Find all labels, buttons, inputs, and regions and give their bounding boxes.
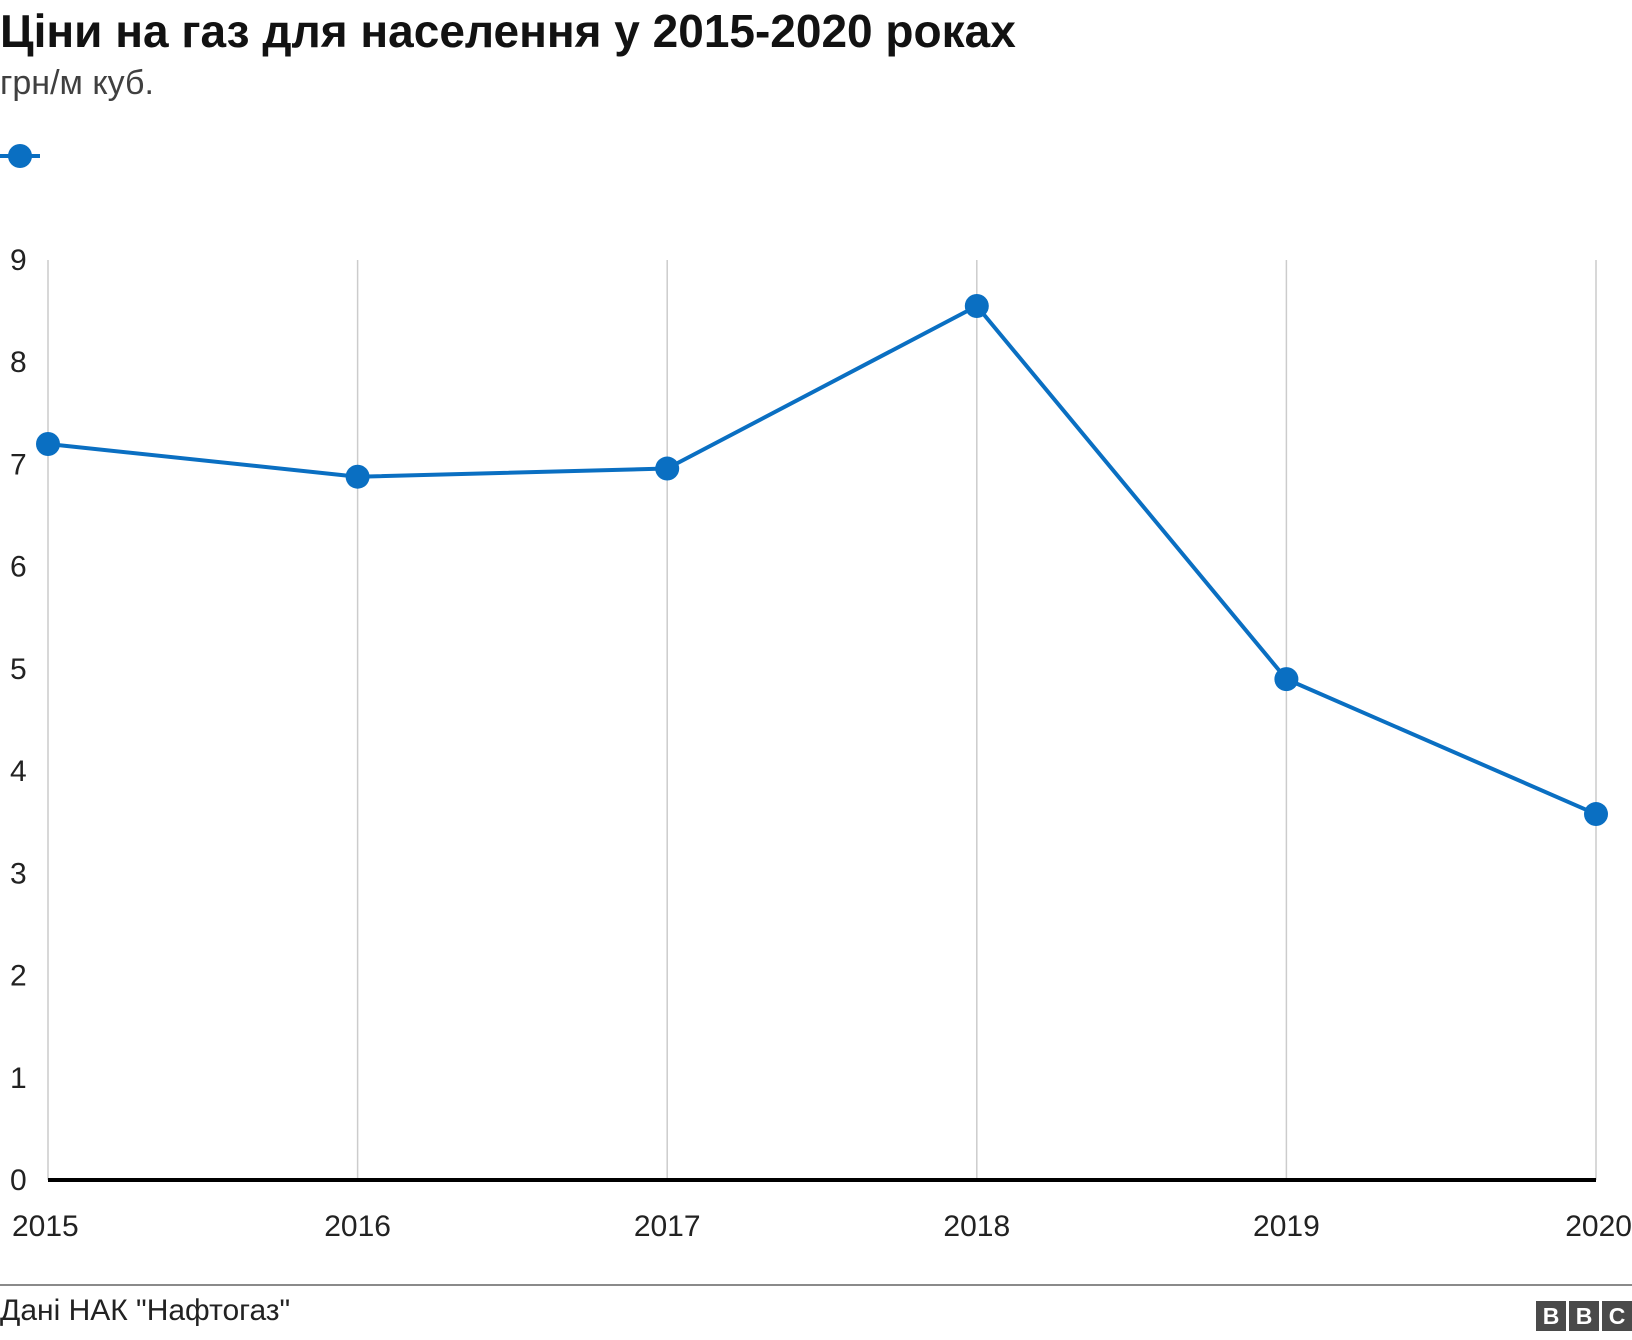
x-tick-label: 2018: [943, 1210, 1010, 1243]
y-tick-label: 3: [10, 857, 27, 890]
footer-divider: [0, 1284, 1632, 1286]
y-tick-label: 9: [10, 244, 27, 277]
source-note: Дані НАК "Нафтогаз": [0, 1294, 291, 1327]
logo-letter: B: [1536, 1301, 1566, 1331]
legend-marker: [8, 144, 32, 168]
data-point: [345, 464, 370, 489]
x-axis: 2015 2016 2017 2018 2019 2020: [12, 1178, 1632, 1243]
logo-letter: C: [1602, 1301, 1632, 1331]
gridlines: [47, 260, 1597, 1180]
x-tick-label: 2017: [634, 1210, 701, 1243]
data-point: [36, 432, 60, 456]
y-tick-label: 5: [10, 653, 27, 686]
bbc-logo: B B C: [1536, 1301, 1632, 1331]
chart-title: Ціни на газ для населення у 2015-2020 ро…: [0, 5, 1016, 57]
y-tick-label: 8: [10, 346, 27, 379]
data-point: [1274, 667, 1299, 692]
logo-letter: B: [1569, 1301, 1599, 1331]
data-point: [655, 456, 680, 481]
x-tick-label: 2016: [324, 1210, 391, 1243]
x-tick-label: 2020: [1565, 1210, 1632, 1243]
y-axis: 0 1 2 3 4 5 6 7 8 9: [10, 244, 27, 1197]
y-tick-label: 1: [10, 1062, 27, 1095]
line-chart: 0 1 2 3 4 5 6 7 8 9 2015 2016 2017 2018 2019 2020: [0, 144, 1632, 1243]
y-tick-label: 4: [10, 755, 27, 788]
series-group: [36, 294, 1608, 827]
series-line: [47, 304, 1597, 816]
x-tick-label: 2015: [12, 1210, 79, 1243]
data-point: [964, 294, 989, 318]
y-tick-label: 6: [10, 551, 27, 584]
y-tick-label: 0: [10, 1164, 27, 1197]
x-tick-label: 2019: [1253, 1210, 1320, 1243]
legend: [0, 144, 40, 168]
chart-subtitle: грн/м куб.: [0, 64, 154, 102]
data-point: [1584, 802, 1608, 827]
y-tick-label: 2: [10, 960, 27, 993]
y-tick-label: 7: [10, 448, 27, 481]
